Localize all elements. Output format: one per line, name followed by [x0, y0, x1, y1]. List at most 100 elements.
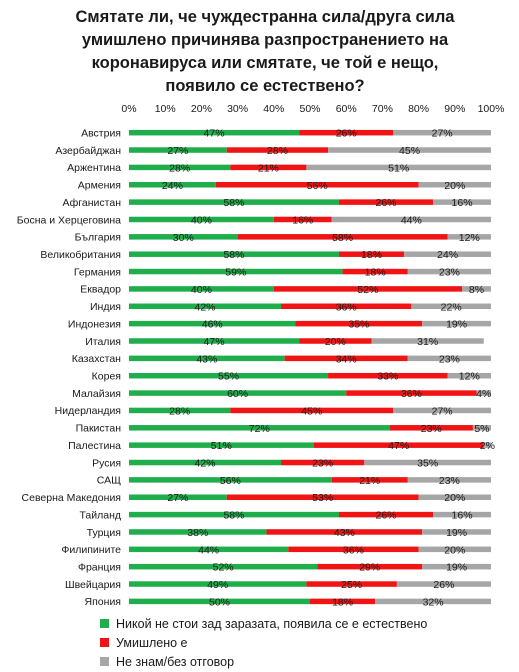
data-label-dont-know: 20% — [444, 544, 465, 556]
data-label-natural: 44% — [198, 544, 219, 556]
data-label-natural: 27% — [167, 145, 188, 157]
bar-segment-natural — [129, 511, 339, 518]
bar-segment-deliberate — [346, 390, 477, 396]
bar-segment-deliberate — [281, 459, 365, 466]
bar-segment-deliberate — [310, 598, 376, 605]
x-tick-label: 10% — [155, 103, 176, 115]
bar-segment-deliberate — [338, 199, 434, 205]
title-line-2: умишлено причинява разпространението на — [81, 31, 449, 49]
data-label-natural: 47% — [204, 336, 225, 348]
bar-segment-dont-know — [418, 494, 491, 500]
bar-segment-dont-know — [393, 407, 491, 414]
category-label: Азербайджан — [55, 145, 121, 157]
data-label-dont-know: 26% — [433, 579, 454, 591]
legend-swatch-deliberate — [100, 638, 109, 647]
category-label: Германия — [74, 266, 121, 278]
bar-segment-dont-know — [418, 182, 491, 188]
x-tick-label: 30% — [227, 103, 248, 115]
data-label-natural: 60% — [227, 388, 248, 400]
x-tick-label: 40% — [263, 103, 284, 115]
data-label-natural: 55% — [218, 371, 239, 383]
data-label-dont-know: 45% — [399, 145, 420, 157]
bar-segment-natural — [129, 320, 296, 327]
x-tick-label: 70% — [372, 103, 393, 115]
bar-segment-dont-know — [483, 442, 491, 448]
bar-segment-dont-know — [375, 598, 491, 605]
bar-segment-deliberate — [338, 511, 434, 518]
bar-segment-natural — [129, 407, 231, 414]
category-label: Швейцария — [65, 579, 121, 591]
category-label: България — [75, 232, 121, 244]
data-label-dont-know: 23% — [439, 475, 460, 487]
bar-segment-natural — [129, 251, 339, 257]
legend: Никой не стои зад заразата, появила се е… — [100, 614, 427, 671]
data-label-dont-know: 24% — [437, 249, 458, 261]
bar-segment-dont-know — [472, 425, 491, 431]
bar-segment-natural — [129, 164, 231, 171]
data-label-natural: 24% — [162, 180, 183, 192]
bar-segment-deliberate — [273, 286, 463, 292]
category-label: Малайзия — [72, 388, 121, 400]
category-label: Филипините — [61, 544, 121, 556]
bar-segment-natural — [129, 459, 282, 466]
bar-segment-natural — [129, 563, 318, 570]
data-label-deliberate: 28% — [267, 145, 288, 157]
bar-segment-dont-know — [447, 234, 491, 240]
bar-segment-deliberate — [313, 442, 484, 448]
category-label: Нидерландия — [55, 405, 121, 417]
stacked-bar-chart: 0% 10% 20% 30% 40% 50% 60% 70% 80% 90% 100% Австрия… — [17, 103, 505, 608]
data-label-deliberate: 21% — [258, 162, 279, 174]
category-label: Индонезия — [68, 318, 121, 330]
data-label-dont-know: 5% — [474, 423, 489, 435]
bar-segment-dont-know — [364, 459, 491, 466]
data-label-natural: 49% — [207, 579, 228, 591]
bar-segment-dont-know — [407, 268, 491, 275]
bar-segment-dont-know — [447, 372, 491, 379]
legend-label-natural: Никой не стои зад заразата, появила се е… — [116, 616, 428, 631]
data-label-deliberate: 43% — [334, 527, 355, 539]
data-label-deliberate: 26% — [336, 128, 357, 140]
bar-segment-natural — [129, 598, 310, 605]
data-label-deliberate: 18% — [332, 596, 353, 608]
data-label-deliberate: 29% — [359, 562, 380, 574]
category-label: Армения — [78, 180, 121, 192]
bar-segment-deliberate — [237, 234, 448, 240]
bar-segment-dont-know — [411, 303, 491, 310]
category-label: Афганистан — [63, 197, 122, 209]
data-label-natural: 28% — [169, 405, 190, 417]
bar-segment-deliberate — [389, 425, 473, 431]
bar-segment-dont-know — [476, 390, 491, 396]
data-label-deliberate: 36% — [343, 544, 364, 556]
data-label-deliberate: 53% — [312, 492, 333, 504]
bar-segment-natural — [129, 372, 329, 379]
bar-segment-deliberate — [281, 303, 412, 310]
data-label-natural: 51% — [211, 440, 232, 452]
data-label-natural: 58% — [223, 510, 244, 522]
data-label-deliberate: 52% — [357, 284, 378, 296]
bar-segment-dont-know — [418, 546, 491, 553]
data-label-dont-know: 16% — [452, 197, 473, 209]
data-label-deliberate: 58% — [332, 232, 353, 244]
category-label: Австрия — [81, 127, 121, 139]
data-label-deliberate: 56% — [307, 180, 328, 192]
bar-segment-natural — [129, 477, 332, 483]
bar-segment-deliberate — [342, 268, 408, 275]
legend-item-deliberate: Умишлено е — [100, 633, 427, 652]
data-label-deliberate: 35% — [348, 319, 369, 331]
bar-segment-dont-know — [393, 129, 491, 136]
bar-segment-deliberate — [299, 129, 394, 136]
bar-segment-natural — [129, 268, 343, 275]
category-label: Русия — [92, 457, 121, 469]
category-label: Турция — [87, 527, 121, 539]
data-label-natural: 42% — [195, 458, 216, 470]
legend-item-natural: Никой не стои зад заразата, появила се е… — [100, 614, 427, 633]
legend-item-dont-know: Не знам/без отговор — [100, 652, 427, 671]
x-tick-label: 80% — [408, 103, 429, 115]
data-label-deliberate: 33% — [377, 371, 398, 383]
bar-segment-deliberate — [230, 407, 394, 414]
bar-segment-natural — [129, 425, 390, 431]
category-label: Аржентина — [67, 162, 121, 174]
bar-segment-natural — [129, 129, 300, 136]
x-tick-label: 20% — [191, 103, 212, 115]
bar-segment-deliberate — [306, 581, 397, 587]
